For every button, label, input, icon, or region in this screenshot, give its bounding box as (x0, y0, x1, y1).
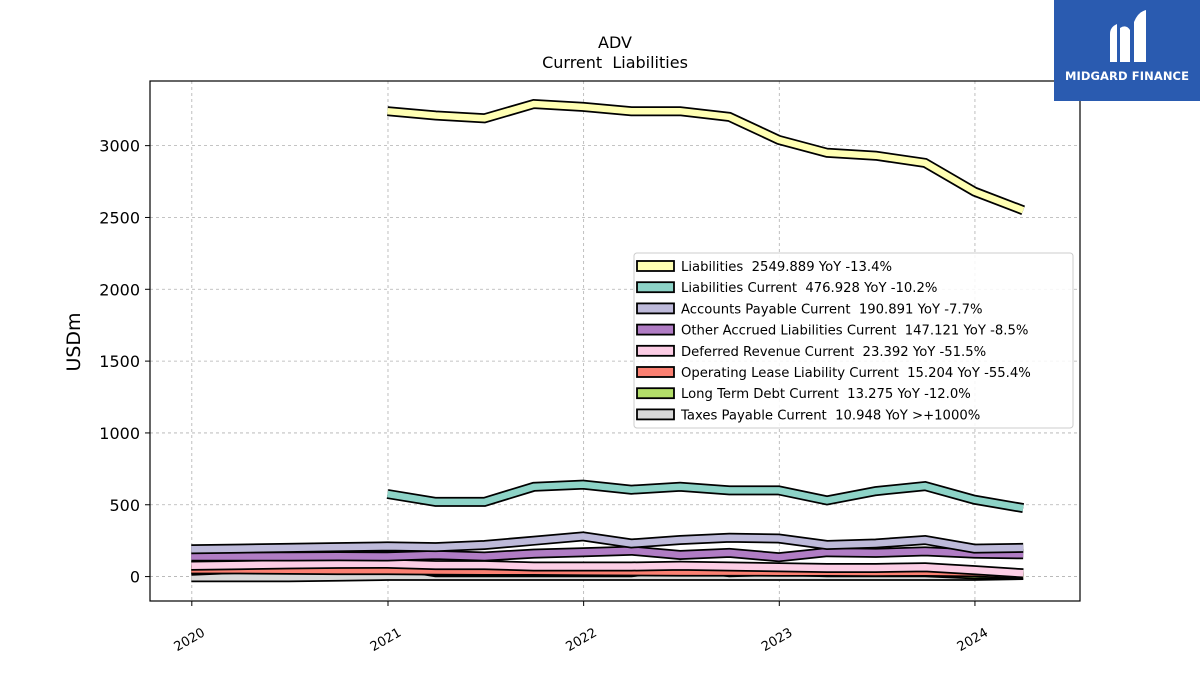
legend-entry: Operating Lease Liability Current 15.204… (681, 366, 1031, 381)
x-tick-label: 2022 (563, 625, 599, 655)
x-tick-label: 2020 (172, 625, 208, 655)
brand-logo: MIDGARD FINANCE (1054, 0, 1200, 101)
legend-swatch (636, 366, 675, 378)
legend-swatch (636, 323, 675, 336)
legend-entry: Liabilities 2549.889 YoY -13.4% (681, 260, 892, 275)
y-tick-label: 0 (130, 568, 140, 587)
legend-box (633, 252, 1074, 429)
midgard-logo-icon (1110, 10, 1146, 62)
legend-swatch (636, 302, 675, 315)
legend-entry: Accounts Payable Current 190.891 YoY -7.… (681, 302, 983, 317)
series-lines (191, 98, 1025, 583)
chart-title: ADV (598, 33, 632, 52)
series-line-deferred-revenue-current (191, 558, 1024, 579)
legend-swatch (636, 344, 675, 357)
x-tick-label: 2024 (955, 625, 991, 655)
legend: Liabilities 2549.889 YoY -13.4% Liabiliti… (633, 252, 1074, 429)
y-axis-label: USDm (63, 312, 85, 371)
y-tick-label: 2000 (99, 280, 140, 299)
legend-entry: Taxes Payable Current 10.948 YoY >+1000% (680, 408, 980, 423)
series-line-other-accrued-liabilities-current (191, 545, 1024, 563)
legend-entry: Other Accrued Liabilities Current 147.12… (681, 324, 1028, 339)
series-line-liabilities-current (386, 479, 1025, 514)
legend-entry: Liabilities Current 476.928 YoY -10.2% (681, 281, 937, 296)
y-tick-label: 2500 (99, 208, 140, 227)
legend-entry: Long Term Debt Current 13.275 YoY -12.0% (681, 387, 971, 402)
legend-swatch (636, 408, 675, 421)
y-tick-label: 1000 (99, 424, 140, 443)
legend-swatch (636, 387, 675, 400)
y-tick-label: 500 (109, 496, 140, 515)
brand-name: MIDGARD FINANCE (1064, 69, 1190, 83)
x-tick-label: 2023 (759, 625, 795, 655)
y-tick-label: 3000 (99, 137, 140, 156)
y-tick-label: 1500 (99, 352, 140, 371)
legend-entry: Deferred Revenue Current 23.392 YoY -51.… (681, 345, 986, 360)
legend-swatch (636, 260, 675, 272)
legend-swatch (636, 281, 675, 294)
series-line-accounts-payable-current (191, 531, 1024, 555)
series-line-liabilities (387, 98, 1025, 215)
x-tick-label: 2021 (368, 625, 404, 655)
chart-subtitle: Current Liabilities (542, 53, 688, 72)
plot-frame (149, 80, 1081, 602)
